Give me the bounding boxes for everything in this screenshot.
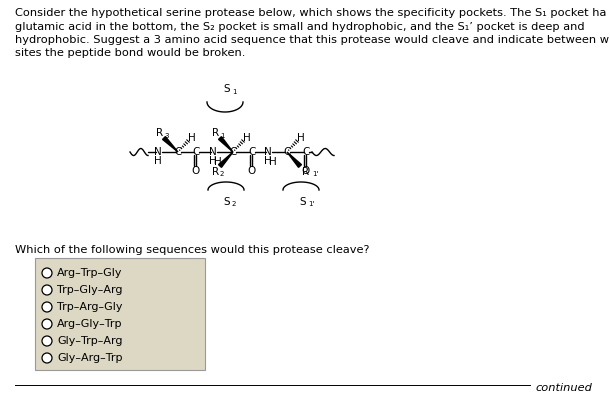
Text: H: H — [188, 133, 196, 143]
Text: H: H — [214, 157, 222, 167]
Text: O: O — [247, 166, 255, 176]
Text: C: C — [174, 147, 182, 157]
Text: H: H — [209, 156, 217, 166]
Text: R: R — [212, 128, 220, 138]
Text: H: H — [269, 157, 277, 167]
Text: R: R — [303, 167, 309, 177]
Text: C: C — [248, 147, 256, 157]
Text: C: C — [192, 147, 199, 157]
Text: 1': 1' — [308, 201, 314, 207]
Text: O: O — [191, 166, 199, 176]
Text: Trp–Arg–Gly: Trp–Arg–Gly — [57, 302, 123, 312]
FancyBboxPatch shape — [35, 258, 205, 370]
Circle shape — [42, 302, 52, 312]
Text: S: S — [224, 197, 231, 207]
Text: 3: 3 — [164, 133, 168, 139]
Text: glutamic acid in the bottom, the S₂ pocket is small and hydrophobic, and the S₁’: glutamic acid in the bottom, the S₂ pock… — [15, 21, 584, 31]
Text: R: R — [212, 167, 220, 177]
Text: Arg–Gly–Trp: Arg–Gly–Trp — [57, 319, 123, 329]
Text: Trp–Gly–Arg: Trp–Gly–Arg — [57, 285, 123, 295]
Circle shape — [42, 336, 52, 346]
Text: continued: continued — [535, 383, 592, 393]
Text: N: N — [154, 147, 162, 157]
Text: R: R — [156, 128, 163, 138]
Text: H: H — [154, 156, 162, 166]
Polygon shape — [218, 152, 233, 168]
Circle shape — [42, 268, 52, 278]
Text: 1': 1' — [312, 171, 318, 177]
Text: S: S — [224, 84, 231, 94]
Text: 2: 2 — [220, 172, 224, 178]
Text: sites the peptide bond would be broken.: sites the peptide bond would be broken. — [15, 49, 245, 59]
Circle shape — [42, 285, 52, 295]
Text: hydrophobic. Suggest a 3 amino acid sequence that this protease would cleave and: hydrophobic. Suggest a 3 amino acid sequ… — [15, 35, 609, 45]
Text: 1: 1 — [232, 88, 237, 94]
Text: N: N — [264, 147, 272, 157]
Circle shape — [42, 353, 52, 363]
Text: C: C — [283, 147, 291, 157]
Text: Consider the hypothetical serine protease below, which shows the specificity poc: Consider the hypothetical serine proteas… — [15, 8, 606, 18]
Text: Arg–Trp–Gly: Arg–Trp–Gly — [57, 268, 123, 278]
Text: Gly–Trp–Arg: Gly–Trp–Arg — [57, 336, 123, 346]
Text: N: N — [209, 147, 217, 157]
Polygon shape — [287, 152, 301, 168]
Text: H: H — [264, 156, 272, 166]
Polygon shape — [218, 137, 233, 152]
Text: S: S — [300, 197, 306, 207]
Polygon shape — [163, 137, 178, 152]
Text: 1: 1 — [220, 133, 224, 139]
Text: Gly–Arg–Trp: Gly–Arg–Trp — [57, 353, 123, 363]
Text: H: H — [297, 133, 305, 143]
Text: H: H — [243, 133, 251, 143]
Text: O: O — [301, 166, 309, 176]
Text: 2: 2 — [232, 201, 237, 207]
Circle shape — [42, 319, 52, 329]
Text: C: C — [303, 147, 310, 157]
Text: Which of the following sequences would this protease cleave?: Which of the following sequences would t… — [15, 245, 370, 255]
Text: C: C — [229, 147, 237, 157]
